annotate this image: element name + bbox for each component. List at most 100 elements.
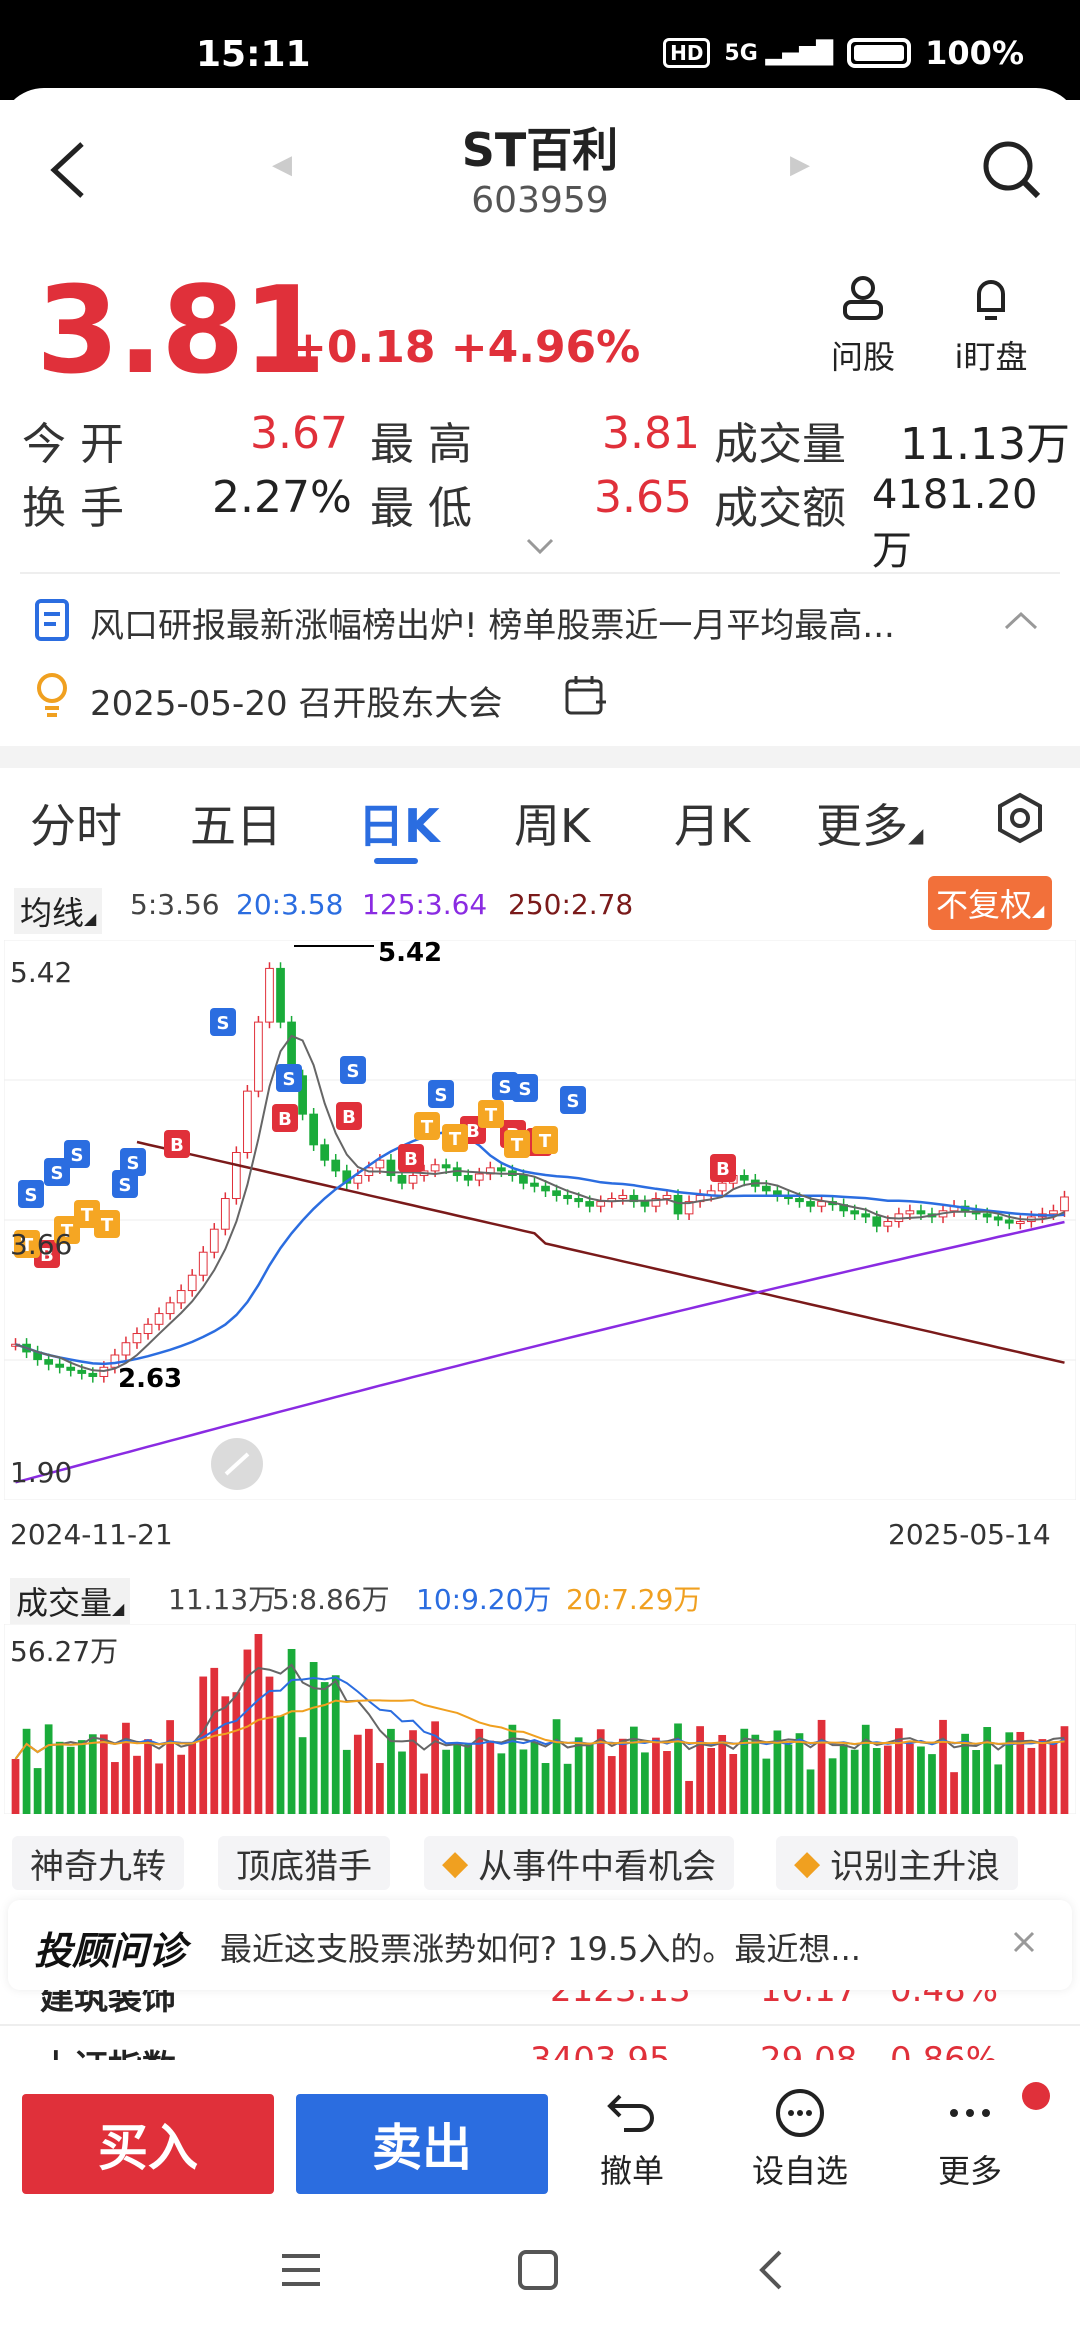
collapse-chevron-icon[interactable] bbox=[1004, 610, 1038, 630]
volume-bar bbox=[972, 1750, 981, 1814]
sell-signal-tag[interactable] bbox=[120, 1148, 146, 1176]
more-button[interactable]: 更多 bbox=[910, 2088, 1030, 2192]
ask-stock-button[interactable]: 问股 bbox=[808, 272, 918, 378]
signal-tag-letter: B bbox=[170, 1135, 184, 1156]
volume-bar bbox=[519, 1749, 528, 1814]
tab-five-day[interactable]: 五日 bbox=[190, 799, 282, 853]
sell-signal-tag[interactable] bbox=[492, 1072, 518, 1100]
home-icon[interactable] bbox=[516, 2248, 560, 2292]
back-nav-icon[interactable] bbox=[756, 2248, 786, 2292]
t-signal-tag[interactable] bbox=[442, 1124, 468, 1152]
volume-bar bbox=[994, 1764, 1003, 1814]
tab-more[interactable]: 更多◢ bbox=[816, 799, 924, 853]
volume-bar bbox=[773, 1730, 782, 1814]
sell-signal-tag[interactable] bbox=[512, 1074, 538, 1102]
t-signal-tag[interactable] bbox=[94, 1210, 120, 1238]
buy-button[interactable]: 买入 bbox=[22, 2094, 274, 2194]
volume-bar bbox=[431, 1721, 439, 1814]
add-watchlist-button[interactable]: 设自选 bbox=[740, 2088, 860, 2192]
ma250-line bbox=[136, 1140, 1065, 1364]
undo-button[interactable]: 撤单 bbox=[572, 2088, 692, 2192]
candlestick-chart[interactable]: SSSSSSSSSSSSBBBBBBBBBTTTTTTTTT bbox=[4, 940, 1076, 1500]
ask-stock-label: 问股 bbox=[830, 338, 895, 376]
diamond-icon: ◆ bbox=[442, 1843, 469, 1883]
volume-bar bbox=[243, 1649, 252, 1814]
candle bbox=[66, 1366, 76, 1371]
open-value: 3.67 bbox=[250, 408, 348, 459]
buy-signal-tag[interactable] bbox=[34, 1240, 60, 1268]
volume-bar bbox=[817, 1719, 826, 1814]
more-dots-icon bbox=[950, 2109, 990, 2117]
buy-signal-tag[interactable] bbox=[710, 1154, 736, 1182]
sell-signal-tag[interactable] bbox=[560, 1086, 586, 1114]
volume-bar bbox=[409, 1730, 417, 1814]
volume-selector[interactable]: 成交量◢ bbox=[10, 1578, 131, 1624]
adjust-selector[interactable]: 不复权◢ bbox=[928, 876, 1053, 930]
sell-signal-tag[interactable] bbox=[64, 1140, 90, 1168]
chip-magic-nine[interactable]: 神奇九转 bbox=[12, 1836, 184, 1890]
sell-signal-tag[interactable] bbox=[428, 1080, 454, 1108]
volume-bar bbox=[751, 1734, 760, 1814]
sell-signal-tag[interactable] bbox=[112, 1170, 138, 1198]
sell-signal-tag[interactable] bbox=[18, 1180, 44, 1208]
t-signal-tag[interactable] bbox=[54, 1216, 80, 1244]
close-icon[interactable] bbox=[1012, 1930, 1036, 1954]
t-signal-tag[interactable] bbox=[532, 1126, 558, 1154]
tab-intraday[interactable]: 分时 bbox=[30, 799, 122, 853]
sell-button[interactable]: 卖出 bbox=[296, 2094, 548, 2194]
candle bbox=[662, 1194, 672, 1200]
t-signal-tag[interactable] bbox=[504, 1130, 530, 1158]
signal-tag-letter: S bbox=[499, 1077, 512, 1098]
tab-monthly-k[interactable]: 月K bbox=[674, 799, 751, 853]
t-signal-tag[interactable] bbox=[14, 1230, 40, 1258]
volume-bar bbox=[917, 1746, 925, 1814]
volume-bar bbox=[387, 1728, 395, 1814]
buy-signal-tag[interactable] bbox=[398, 1144, 424, 1172]
volume-label: 成交量 bbox=[714, 419, 846, 470]
chip-main-wave[interactable]: ◆ 识别主升浪 bbox=[776, 1836, 1019, 1890]
candle bbox=[187, 1274, 197, 1292]
sell-signal-tag[interactable] bbox=[210, 1008, 236, 1036]
sell-signal-tag[interactable] bbox=[276, 1064, 302, 1092]
search-icon[interactable] bbox=[980, 138, 1044, 202]
more-label: 更多 bbox=[937, 2152, 1002, 2190]
system-nav-bar bbox=[0, 2210, 1080, 2340]
calendar-add-icon[interactable] bbox=[564, 674, 608, 718]
tab-daily-k[interactable]: 日K bbox=[358, 799, 440, 853]
news-headline[interactable]: 风口研报最新涨幅榜出炉! 榜单股票近一月平均最高... bbox=[90, 606, 895, 646]
t-signal-tag[interactable] bbox=[478, 1100, 504, 1128]
chip-events[interactable]: ◆ 从事件中看机会 bbox=[424, 1836, 735, 1890]
sell-signal-tag[interactable] bbox=[44, 1158, 70, 1186]
menu-icon[interactable] bbox=[280, 2250, 322, 2290]
sell-signal-tag[interactable] bbox=[340, 1056, 366, 1084]
t-signal-tag[interactable] bbox=[414, 1112, 440, 1140]
candle bbox=[386, 1159, 396, 1177]
buy-signal-tag[interactable] bbox=[164, 1130, 190, 1158]
candle bbox=[640, 1201, 650, 1207]
signal-tag-letter: S bbox=[519, 1079, 532, 1100]
buy-signal-tag[interactable] bbox=[272, 1104, 298, 1132]
chip-top-bottom[interactable]: 顶底猎手 bbox=[218, 1836, 390, 1890]
candle bbox=[309, 1113, 319, 1146]
candle bbox=[1049, 1210, 1058, 1215]
candle bbox=[552, 1190, 561, 1196]
signal-tag-letter: T bbox=[421, 1117, 434, 1138]
buy-signal-tag[interactable] bbox=[336, 1102, 362, 1130]
watch-button[interactable]: i盯盘 bbox=[936, 272, 1046, 378]
candle bbox=[243, 1090, 252, 1154]
back-arrow-icon[interactable] bbox=[42, 138, 92, 202]
signal-tag-letter: S bbox=[283, 1069, 296, 1090]
t-signal-tag[interactable] bbox=[74, 1200, 100, 1228]
tab-weekly-k[interactable]: 周K bbox=[514, 799, 591, 853]
volume-bar bbox=[497, 1753, 506, 1814]
candle bbox=[982, 1213, 992, 1218]
signal-tag-letter: T bbox=[511, 1135, 524, 1156]
prev-stock-icon[interactable]: ◀ bbox=[272, 150, 292, 180]
ma-selector[interactable]: 均线◢ bbox=[14, 888, 103, 934]
volume-bar bbox=[199, 1676, 208, 1814]
advisor-banner[interactable]: 投顾问诊 最近这支股票涨势如何? 19.5入的。最近想... bbox=[8, 1900, 1072, 1990]
expand-chevron-icon[interactable] bbox=[526, 538, 554, 556]
next-stock-icon[interactable]: ▶ bbox=[790, 150, 810, 180]
settings-hex-icon[interactable] bbox=[994, 792, 1046, 844]
volume-chart[interactable] bbox=[4, 1624, 1076, 1814]
